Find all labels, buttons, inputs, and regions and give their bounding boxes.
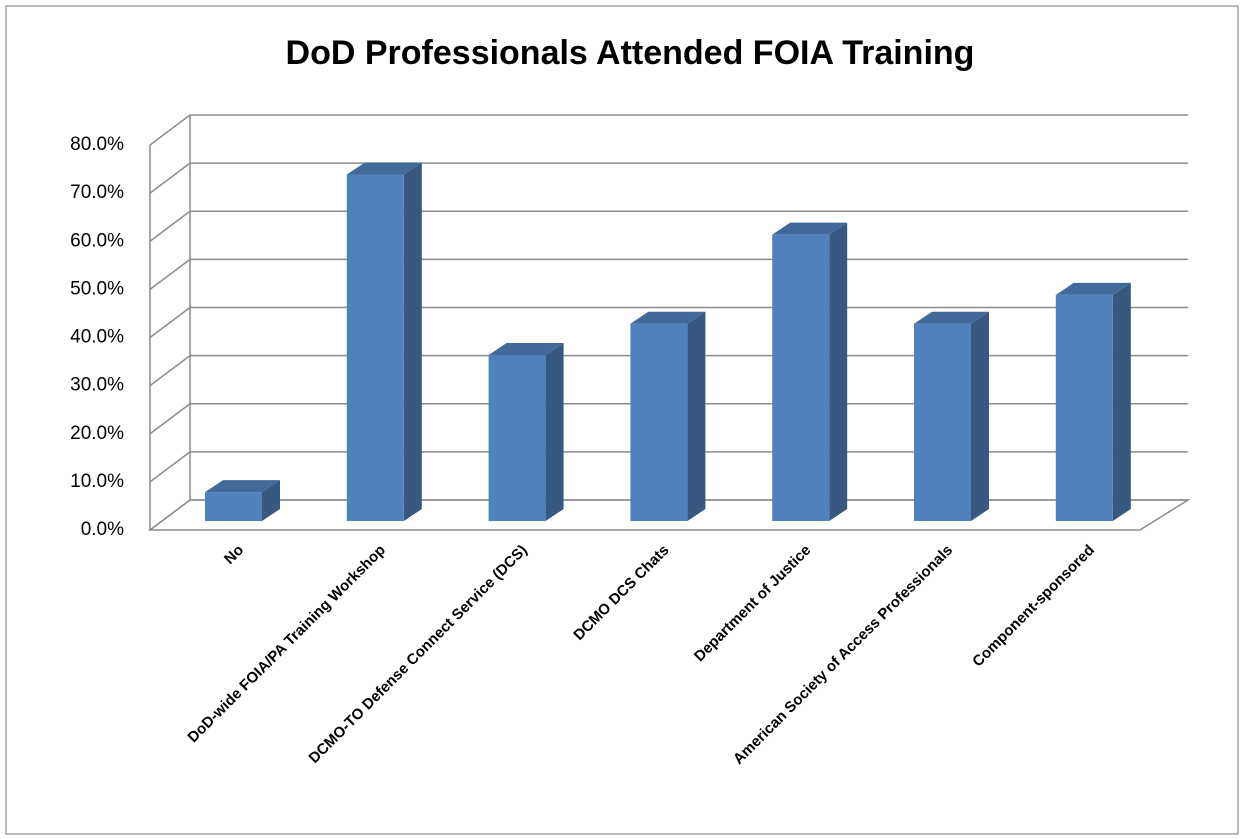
- grid-line: [149, 451, 191, 483]
- bar-top: [914, 311, 989, 324]
- grid-line: [149, 114, 191, 146]
- grid-line: [149, 210, 191, 242]
- floor: [147, 499, 1191, 531]
- bar-side: [1112, 282, 1131, 521]
- grid-line: [149, 403, 191, 435]
- bar-side: [687, 311, 706, 521]
- bar-side: [971, 311, 989, 521]
- bar-top: [772, 222, 848, 235]
- y-tick-label: 20.0%: [70, 423, 124, 444]
- bar-top: [630, 311, 706, 324]
- bar-side: [262, 480, 280, 521]
- bar-front: [772, 234, 830, 521]
- bar-front: [205, 492, 262, 521]
- y-tick-label: 40.0%: [70, 327, 124, 348]
- bar-top: [346, 162, 422, 175]
- y-tick-label: 10.0%: [70, 471, 124, 492]
- chart-border: [5, 5, 1239, 835]
- y-tick-label: 30.0%: [70, 375, 124, 396]
- grid-line: [149, 355, 191, 387]
- bar-front: [346, 174, 404, 521]
- chart-title: DoD Professionals Attended FOIA Training: [286, 34, 975, 72]
- bars-layer: [205, 162, 1131, 521]
- bar-front: [630, 323, 688, 521]
- bar-front: [914, 323, 971, 521]
- y-tick-label: 50.0%: [70, 278, 124, 299]
- bar-front: [488, 354, 546, 521]
- y-tick-label: 70.0%: [70, 182, 124, 203]
- bar-front: [1055, 294, 1113, 521]
- y-tick-label: 60.0%: [70, 230, 124, 251]
- y-tick-label: 0.0%: [81, 519, 124, 540]
- bar-top: [205, 480, 280, 493]
- bar-top: [1055, 282, 1131, 295]
- grid-line: [149, 306, 191, 339]
- bar-side: [545, 342, 564, 521]
- bar-side: [829, 222, 848, 521]
- grid-line: [149, 258, 191, 290]
- y-tick-label: 80.0%: [70, 134, 124, 155]
- bar-side: [403, 162, 422, 521]
- bar-top: [488, 342, 564, 355]
- grid-line: [149, 162, 191, 194]
